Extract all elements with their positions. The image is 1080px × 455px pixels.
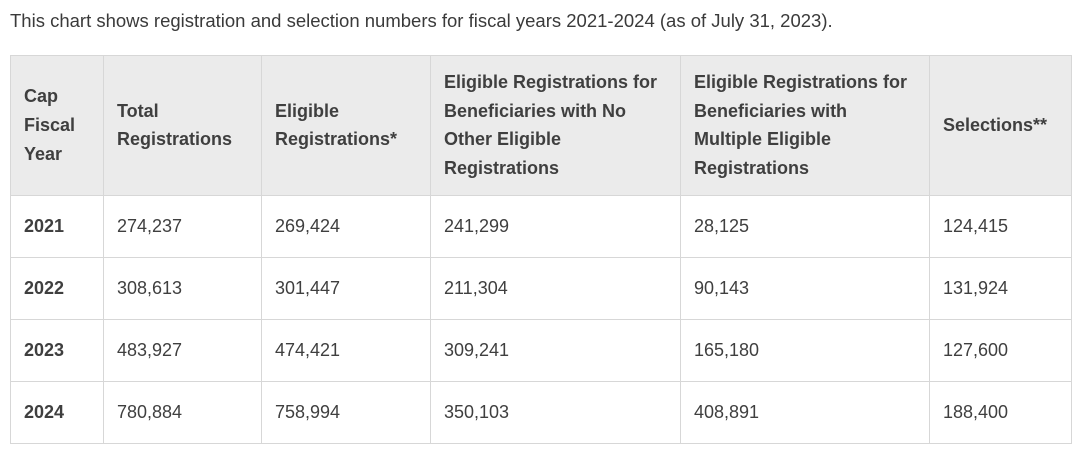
intro-text: This chart shows registration and select… [10, 10, 833, 31]
table-row: 2024 780,884 758,994 350,103 408,891 188,400 [10, 380, 1072, 444]
table-cell: 188,400 [929, 380, 1072, 444]
table-cell: 165,180 [680, 318, 930, 382]
table-cell: 350,103 [430, 380, 681, 444]
column-header: Eligible Registrations for Beneficiaries… [430, 54, 681, 196]
table-row: 2021 274,237 269,424 241,299 28,125 124,415 [10, 194, 1072, 258]
table-cell: 269,424 [261, 194, 431, 258]
table-body: 2021 274,237 269,424 241,299 28,125 124,415 20… [10, 194, 1072, 444]
table-row: 2022 308,613 301,447 211,304 90,143 131,924 [10, 256, 1072, 320]
table-cell: 780,884 [103, 380, 262, 444]
table-cell: 274,237 [103, 194, 262, 258]
fiscal-year-cell: 2021 [10, 194, 104, 258]
table-cell: 241,299 [430, 194, 681, 258]
table-cell: 28,125 [680, 194, 930, 258]
table-header: Cap Fiscal Year Total Registrations Eligib… [10, 54, 1072, 196]
fiscal-year-cell: 2023 [10, 318, 104, 382]
table-cell: 308,613 [103, 256, 262, 320]
fiscal-year-cell: 2024 [10, 380, 104, 444]
column-header: Selections** [929, 54, 1072, 196]
column-header: Total Registrations [103, 54, 262, 196]
column-header: Eligible Registrations* [261, 54, 431, 196]
table-cell: 90,143 [680, 256, 930, 320]
table-cell: 131,924 [929, 256, 1072, 320]
table-cell: 211,304 [430, 256, 681, 320]
table-cell: 124,415 [929, 194, 1072, 258]
table-cell: 474,421 [261, 318, 431, 382]
table-cell: 127,600 [929, 318, 1072, 382]
fiscal-year-cell: 2022 [10, 256, 104, 320]
table-cell: 309,241 [430, 318, 681, 382]
column-header: Eligible Registrations for Beneficiaries… [680, 54, 930, 196]
table-row: 2023 483,927 474,421 309,241 165,180 127,600 [10, 318, 1072, 382]
table-cell: 408,891 [680, 380, 930, 444]
table-cell: 301,447 [261, 256, 431, 320]
registrations-table: Cap Fiscal Year Total Registrations Eligib… [10, 54, 1072, 444]
table-cell: 758,994 [261, 380, 431, 444]
column-header: Cap Fiscal Year [10, 54, 104, 196]
header-row: Cap Fiscal Year Total Registrations Eligib… [10, 54, 1072, 196]
table-cell: 483,927 [103, 318, 262, 382]
